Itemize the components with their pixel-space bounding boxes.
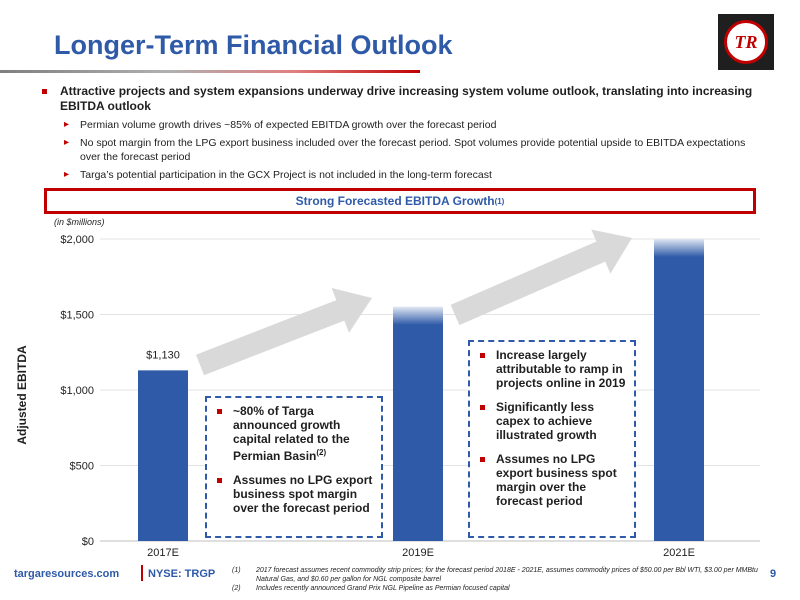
footnote-text: 2017 forecast assumes recent commodity s…: [256, 567, 758, 583]
footnotes: (1) 2017 forecast assumes recent commodit…: [232, 566, 762, 593]
footer-ticker: NYSE: TRGP: [148, 568, 216, 580]
main-bullet: Attractive projects and system expansion…: [40, 84, 760, 114]
summary-bullets: Attractive projects and system expansion…: [40, 84, 760, 182]
callout-item: Significantly less capex to achieve illu…: [478, 400, 626, 442]
title-underline: [0, 70, 420, 73]
permian-callout-box: ~80% of Targa announced growth capital r…: [205, 396, 383, 538]
callout-item: ~80% of Targa announced growth capital r…: [215, 404, 373, 463]
callout-text: Increase largely attributable to ramp in…: [496, 348, 626, 390]
bar-2017e: [138, 370, 188, 541]
banner-footnote-ref: (1): [494, 196, 505, 206]
x-tick-label: 2019E: [402, 547, 434, 559]
y-tick-label: $1,500: [60, 310, 94, 322]
banner-text: Strong Forecasted EBITDA Growth: [295, 194, 495, 208]
bar-2019e: [393, 306, 443, 541]
page-number: 9: [770, 568, 777, 580]
footnote-number: (2): [232, 585, 241, 592]
sub-bullet: Permian volume growth drives ~85% of exp…: [40, 118, 760, 132]
growth-arrow-icon: [450, 229, 632, 326]
footer-website-link[interactable]: targaresources.com: [14, 568, 120, 580]
y-tick-label: $500: [70, 461, 94, 473]
footnote: (2) Includes recently announced Grand Pri…: [232, 584, 762, 593]
sub-bullet: Targa’s potential participation in the G…: [40, 168, 760, 182]
bar-2021e: [654, 239, 704, 541]
callout-text: Assumes no LPG export business spot marg…: [233, 473, 373, 515]
sub-bullet: No spot margin from the LPG export busin…: [40, 136, 760, 164]
callout-footnote-ref: (2): [316, 448, 327, 457]
callout-text: Significantly less capex to achieve illu…: [496, 400, 597, 442]
callout-item: Assumes no LPG export business spot marg…: [215, 473, 373, 515]
growth-arrow-icon: [196, 287, 372, 376]
footnote: (1) 2017 forecast assumes recent commodit…: [232, 566, 762, 584]
ramp-callout-box: Increase largely attributable to ramp in…: [468, 340, 636, 538]
bar-fade-overlay: [654, 239, 704, 257]
callout-item: Assumes no LPG export business spot marg…: [478, 452, 626, 508]
ebitda-growth-banner: Strong Forecasted EBITDA Growth (1): [44, 188, 756, 214]
bar-fade-overlay: [393, 306, 443, 325]
x-tick-label: 2017E: [147, 547, 179, 559]
footnote-text: Includes recently announced Grand Prix N…: [256, 585, 510, 592]
footnote-number: (1): [232, 567, 241, 574]
footer-divider: [141, 565, 143, 581]
y-tick-label: $2,000: [60, 234, 94, 246]
company-logo: TR: [718, 14, 774, 70]
data-label: $1,130: [146, 349, 180, 361]
units-note: (in $millions): [54, 217, 105, 227]
y-tick-label: $0: [82, 536, 94, 548]
page-title: Longer-Term Financial Outlook: [54, 30, 453, 60]
y-tick-label: $1,000: [60, 385, 94, 397]
callout-text: ~80% of Targa announced growth capital r…: [233, 404, 350, 463]
callout-item: Increase largely attributable to ramp in…: [478, 348, 626, 390]
logo-emblem: TR: [724, 20, 768, 64]
callout-text: Assumes no LPG export business spot marg…: [496, 452, 617, 508]
x-tick-label: 2021E: [663, 547, 695, 559]
